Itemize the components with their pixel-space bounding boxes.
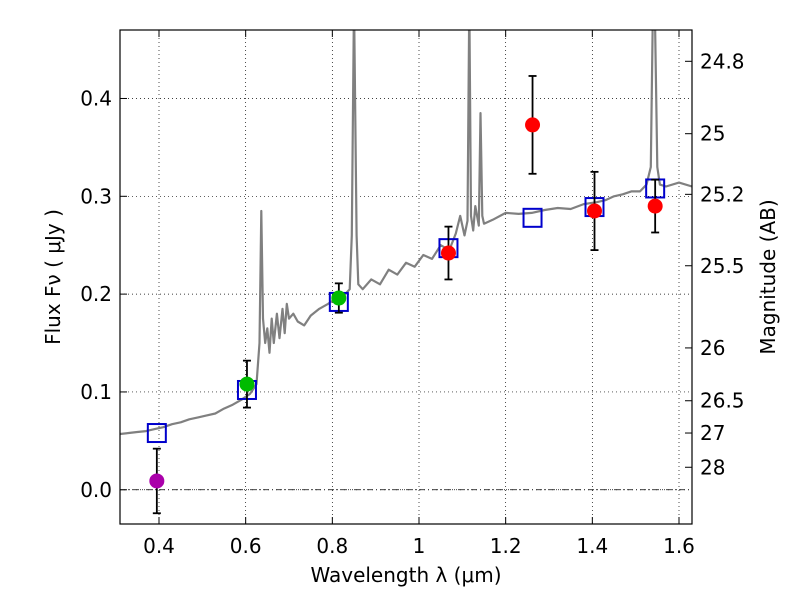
spectrum-line: [120, 30, 692, 436]
right-axis-label: Magnitude (AB): [756, 199, 780, 354]
model-band-square: [146, 423, 167, 444]
y-tick-label: 0.1: [80, 380, 112, 404]
mag-tick-label: 26.5: [700, 389, 745, 413]
y-tick-label: 0.2: [80, 282, 112, 306]
y-axis-label: Flux Fν ( μJy ): [41, 209, 65, 345]
y-tick-label: 0.0: [80, 478, 112, 502]
y-tick-label: 0.4: [80, 86, 112, 110]
x-tick-label: 0.8: [316, 534, 348, 558]
magnitude-axis-ticks: 24.8 25 25.2 25.5 26 26.5 27 28: [685, 49, 745, 479]
x-tick-label: 1.4: [576, 534, 608, 558]
x-tick-label: 0.6: [230, 534, 262, 558]
mag-tick-label: 25.2: [700, 182, 745, 206]
model-band-square: [522, 207, 543, 228]
x-tick-label: 0.4: [143, 534, 175, 558]
model-spectrum: [120, 30, 692, 436]
y-tick-label: 0.3: [80, 184, 112, 208]
error-bars: [152, 75, 660, 515]
x-axis-ticks: 0.4 0.6 0.8 1 1.2 1.4 1.6: [143, 30, 695, 558]
observed-point: [647, 198, 663, 214]
mag-tick-label: 26: [700, 336, 725, 360]
observed-point: [587, 203, 602, 219]
observed-point: [149, 473, 165, 489]
mag-tick-label: 25.5: [700, 254, 745, 278]
observed-point: [440, 245, 456, 261]
observed-points: [149, 117, 663, 489]
mag-tick-label: 24.8: [700, 49, 745, 73]
observed-point: [331, 290, 347, 306]
plot-frame: [119, 29, 693, 525]
mag-tick-label: 27: [700, 421, 725, 445]
x-tick-label: 1: [413, 534, 426, 558]
x-tick-label: 1.6: [663, 534, 695, 558]
x-axis-label: Wavelength λ (μm): [310, 563, 501, 587]
x-tick-label: 1.2: [490, 534, 522, 558]
observed-point: [239, 376, 255, 392]
grid: [120, 30, 692, 524]
mag-tick-label: 28: [700, 455, 725, 479]
observed-point: [525, 117, 541, 133]
mag-tick-label: 25: [700, 122, 725, 146]
y-axis-ticks: 0.0 0.1 0.2 0.3 0.4: [80, 86, 127, 502]
